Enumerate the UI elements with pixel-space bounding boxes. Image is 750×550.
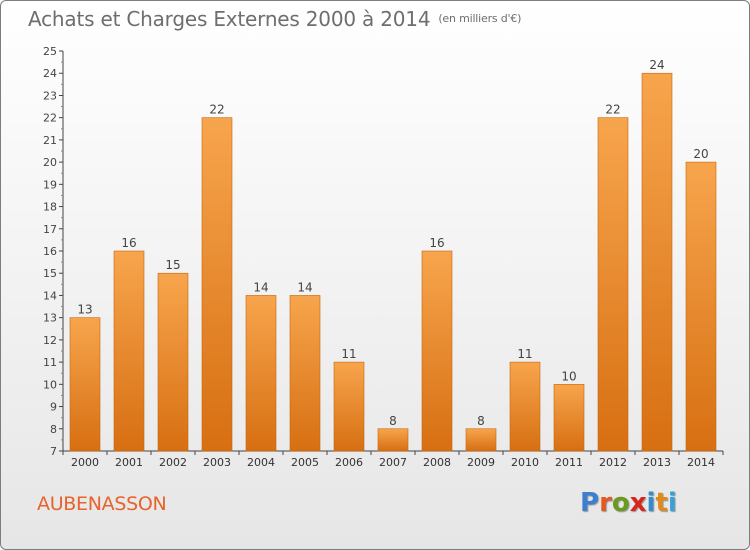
x-tick-label: 2001 xyxy=(115,456,143,469)
bar xyxy=(245,295,277,452)
logo-letter: i xyxy=(667,488,677,518)
x-tick-label: 2000 xyxy=(71,456,99,469)
data-label: 14 xyxy=(297,280,312,294)
data-label: 11 xyxy=(517,347,532,361)
x-tick-label: 2004 xyxy=(247,456,275,469)
place-name: AUBENASSON xyxy=(37,493,167,515)
y-tick-label: 16 xyxy=(43,245,57,258)
logo-letter: i xyxy=(646,488,656,518)
data-label: 16 xyxy=(121,236,136,250)
y-tick-label: 11 xyxy=(43,356,57,369)
chart-bars: 13 16 15 22 14 14 11 8 16 8 11 10 22 24 20 xyxy=(69,58,717,452)
data-label: 22 xyxy=(605,103,620,117)
chart-unit: (en milliers d'€) xyxy=(438,12,522,25)
y-tick-label: 10 xyxy=(43,378,57,391)
y-tick-label: 9 xyxy=(50,401,57,414)
data-label: 8 xyxy=(477,414,485,428)
x-tick-label: 2007 xyxy=(379,456,407,469)
y-tick-label: 17 xyxy=(43,223,57,236)
x-tick-label: 2009 xyxy=(467,456,495,469)
bar xyxy=(553,384,585,452)
y-tick-label: 18 xyxy=(43,201,57,214)
x-tick-label: 2005 xyxy=(291,456,319,469)
x-tick-label: 2010 xyxy=(511,456,539,469)
y-tick-label: 19 xyxy=(43,178,57,191)
chart-title-text: Achats et Charges Externes 2000 à 2014 xyxy=(28,7,431,31)
bar xyxy=(421,250,453,452)
x-tick-label: 2012 xyxy=(599,456,627,469)
data-label: 24 xyxy=(649,58,664,72)
data-label: 20 xyxy=(693,147,708,161)
y-tick-label: 7 xyxy=(50,445,57,458)
bar xyxy=(641,72,673,452)
x-tick-label: 2013 xyxy=(643,456,671,469)
bar xyxy=(377,428,409,452)
chart-title: Achats et Charges Externes 2000 à 2014 (e… xyxy=(28,7,521,31)
y-tick-label: 12 xyxy=(43,334,57,347)
bar xyxy=(465,428,497,452)
y-tick-label: 8 xyxy=(50,423,57,436)
x-tick-label: 2011 xyxy=(555,456,583,469)
bar xyxy=(333,361,365,452)
x-tick-label: 2008 xyxy=(423,456,451,469)
proxiti-logo[interactable]: Proxiti xyxy=(580,488,677,518)
logo-letter: r xyxy=(599,488,612,518)
x-tick-label: 2002 xyxy=(159,456,187,469)
logo-letter: x xyxy=(629,488,647,518)
bar xyxy=(685,161,717,452)
bar xyxy=(69,317,101,452)
y-tick-label: 14 xyxy=(43,289,57,302)
bar xyxy=(201,117,233,452)
x-tick-label: 2014 xyxy=(687,456,715,469)
data-label: 8 xyxy=(389,414,397,428)
data-label: 16 xyxy=(429,236,444,250)
y-tick-label: 20 xyxy=(43,156,57,169)
logo-letter: o xyxy=(611,488,630,518)
chart-axes: 7 8 9 10 11 12 13 14 15 16 17 18 19 20 21 22 23 24 25 2000 2… xyxy=(43,45,724,469)
y-tick-label: 22 xyxy=(43,112,57,125)
y-tick-label: 15 xyxy=(43,267,57,280)
x-tick-label: 2006 xyxy=(335,456,363,469)
bar xyxy=(289,295,321,452)
data-label: 14 xyxy=(253,280,268,294)
logo-letter: P xyxy=(580,488,600,518)
y-tick-label: 24 xyxy=(43,67,57,80)
bar xyxy=(113,250,145,452)
data-label: 13 xyxy=(77,303,92,317)
data-label: 22 xyxy=(209,103,224,117)
y-tick-label: 21 xyxy=(43,134,57,147)
y-tick-label: 25 xyxy=(43,45,57,58)
bar xyxy=(597,117,629,452)
y-tick-label: 23 xyxy=(43,89,57,102)
bar xyxy=(157,272,189,452)
y-tick-label: 13 xyxy=(43,312,57,325)
bar xyxy=(509,361,541,452)
data-label: 15 xyxy=(165,258,180,272)
data-label: 11 xyxy=(341,347,356,361)
x-tick-label: 2003 xyxy=(203,456,231,469)
data-label: 10 xyxy=(561,369,576,383)
logo-letter: t xyxy=(655,488,668,518)
